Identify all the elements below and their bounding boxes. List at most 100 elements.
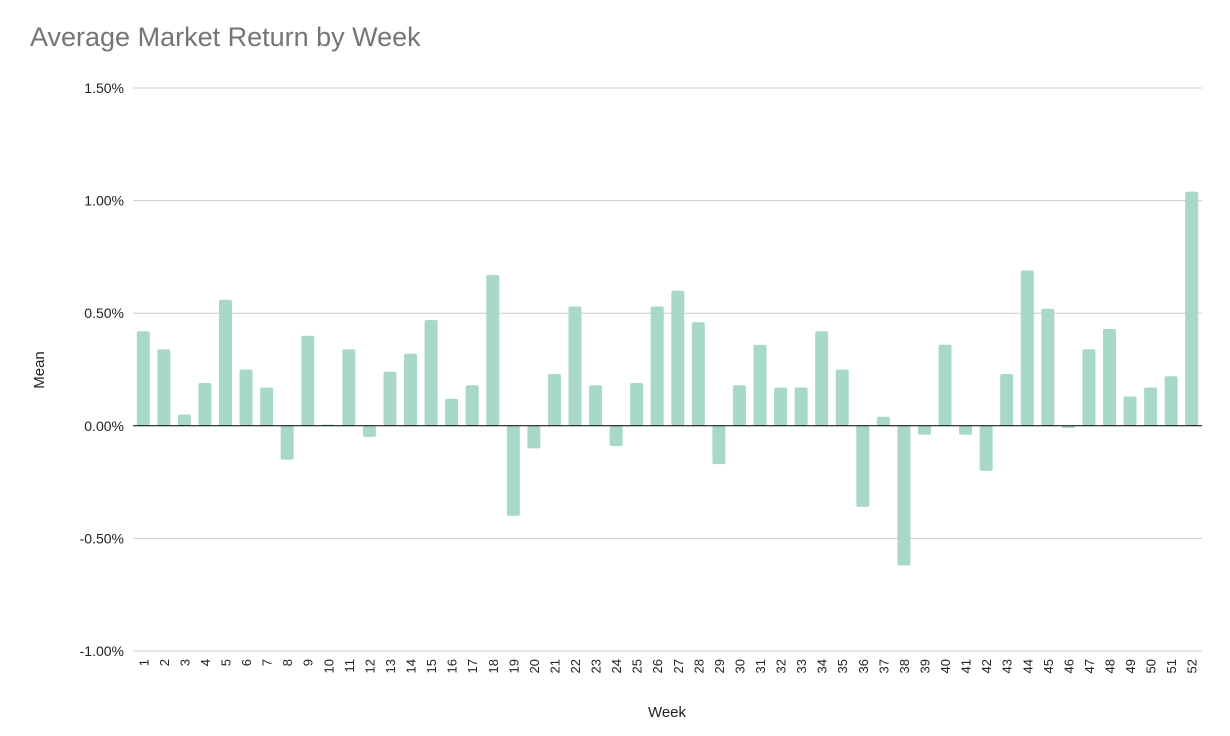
bar [650,306,664,426]
bar [753,344,767,426]
x-tick-label: 34 [815,659,830,673]
bar [465,385,479,426]
bar [260,387,274,426]
x-tick-label: 12 [362,659,377,673]
y-tick-label: -0.50% [80,530,124,546]
bar [1185,191,1199,426]
x-tick-label: 21 [547,659,562,673]
x-tick-label: 1 [136,659,151,666]
bar [917,425,931,435]
x-tick-label: 26 [650,659,665,673]
bar [362,425,376,438]
x-tick-label: 23 [589,659,604,673]
bar [774,387,788,426]
bar [547,374,561,426]
x-tick-label: 9 [301,659,316,666]
chart-title: Average Market Return by Week [30,22,421,52]
bar [383,371,397,426]
bar [1102,328,1116,426]
bars [136,191,1199,566]
bar [1082,349,1096,426]
y-axis-label: Mean [31,351,48,389]
x-tick-label: 31 [753,659,768,673]
bar [198,383,212,426]
bar [486,274,500,426]
x-tick-label: 2 [157,659,172,666]
bar [136,331,150,426]
bar [1000,374,1014,426]
x-tick-label: 19 [506,659,521,673]
bar [280,425,294,460]
x-tick-label: 41 [959,659,974,673]
bar [239,369,253,426]
x-tick-label: 18 [486,659,501,673]
bar [856,425,870,507]
x-tick-label: 7 [260,659,275,666]
bar [815,331,829,426]
bar [671,290,685,426]
x-tick-label: 51 [1164,659,1179,673]
bar [1164,376,1178,426]
y-tick-labels: -1.00% -0.50% 0.00% 0.50% 1.00% 1.50% [80,80,124,659]
x-tick-label: 30 [732,659,747,673]
bar [589,385,603,426]
bar [835,369,849,426]
x-tick-label: 5 [219,659,234,666]
x-tick-label: 35 [835,659,850,673]
x-tick-label: 32 [774,659,789,673]
x-tick-label: 36 [856,659,871,673]
x-tick-label: 52 [1185,659,1200,673]
x-tick-label: 25 [630,659,645,673]
bar [527,425,541,449]
y-tick-label: 1.00% [84,193,124,209]
x-axis-label: Week [648,704,687,721]
bar [1020,270,1034,426]
x-tick-label: 48 [1102,659,1117,673]
bar [691,322,705,426]
bar [794,387,808,426]
x-tick-label: 42 [979,659,994,673]
y-tick-label: -1.00% [80,643,124,659]
bar [506,425,520,516]
x-tick-label: 40 [938,659,953,673]
x-tick-label: 49 [1123,659,1138,673]
bar [219,299,233,426]
x-tick-label: 13 [383,659,398,673]
x-tick-label: 4 [198,659,213,666]
bar [897,425,911,566]
x-tick-label: 24 [609,659,624,673]
x-tick-label: 17 [465,659,480,673]
x-tick-label: 29 [712,659,727,673]
bar [876,416,890,426]
x-tick-label: 10 [321,659,336,673]
x-tick-label: 16 [445,659,460,673]
bar [630,383,644,426]
x-tick-label: 28 [691,659,706,673]
bar [177,414,191,426]
x-tick-label: 46 [1061,659,1076,673]
y-tick-label: 0.00% [84,418,124,434]
bar [609,425,623,447]
bar [1144,387,1158,426]
x-tick-label: 39 [917,659,932,673]
x-tick-label: 47 [1082,659,1097,673]
x-tick-label: 44 [1020,659,1035,673]
bar [959,425,973,435]
bar [712,425,726,465]
bar [732,385,746,426]
bar [404,353,418,426]
x-tick-label: 33 [794,659,809,673]
x-tick-label: 45 [1041,659,1056,673]
x-tick-labels: 1 2 3 4 5 6 7 8 9 10 11 12 13 14 15 16 17 18 19 20 21 22 23 24 2… [136,659,1199,673]
bar [424,319,438,426]
bar [979,425,993,471]
bar [445,398,459,426]
x-tick-label: 38 [897,659,912,673]
bar [568,306,582,426]
x-tick-label: 15 [424,659,439,673]
x-tick-label: 14 [404,659,419,673]
x-tick-label: 22 [568,659,583,673]
x-tick-label: 20 [527,659,542,673]
bar [157,349,171,426]
